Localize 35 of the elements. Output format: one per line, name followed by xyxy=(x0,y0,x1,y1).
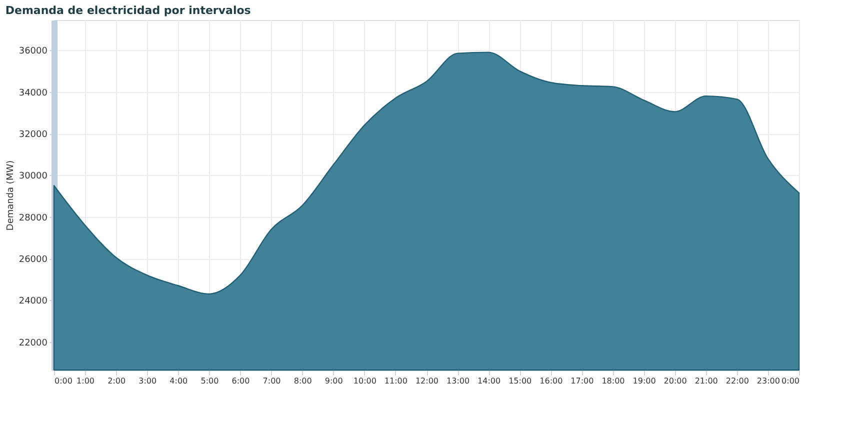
x-tick-label: 0:00 xyxy=(54,376,72,386)
y-tick-label: 22000 xyxy=(18,338,48,348)
x-tick-label: 0:00 xyxy=(782,376,800,386)
x-tick-label: 20:00 xyxy=(664,376,687,386)
x-tick-label: 1:00 xyxy=(76,376,95,386)
y-tick-label: 26000 xyxy=(18,255,48,266)
x-tick-label: 18:00 xyxy=(602,376,625,386)
x-tick-label: 17:00 xyxy=(570,376,594,386)
x-tick-label: 6:00 xyxy=(232,376,250,386)
x-tick-label: 3:00 xyxy=(138,376,157,386)
y-tick-label: 32000 xyxy=(18,130,48,140)
y-tick-label: 24000 xyxy=(18,296,48,307)
x-tick-label: 21:00 xyxy=(694,376,718,386)
x-tick-label: 4:00 xyxy=(170,376,188,386)
x-tick-label: 22:00 xyxy=(726,376,749,386)
x-tick-label: 13:00 xyxy=(446,376,470,386)
x-tick-label: 8:00 xyxy=(294,376,312,386)
x-tick-label: 19:00 xyxy=(632,376,656,386)
y-tick-label: 28000 xyxy=(18,213,48,224)
x-tick-label: 12:00 xyxy=(415,376,439,386)
y-tick-label: 36000 xyxy=(18,46,48,57)
y-tick-label: 30000 xyxy=(18,172,48,182)
chart-title: Demanda de electricidad por intervalos xyxy=(5,4,252,17)
x-tick-label: 16:00 xyxy=(540,376,563,386)
x-tick-label: 2:00 xyxy=(108,376,126,386)
y-axis-title: Demanda (MW) xyxy=(6,160,16,231)
y-tick-label: 34000 xyxy=(18,88,48,98)
x-tick-label: 14:00 xyxy=(478,376,501,386)
x-tick-label: 11:00 xyxy=(384,376,408,386)
x-tick-label: 7:00 xyxy=(262,376,281,386)
x-tick-label: 5:00 xyxy=(200,376,219,386)
x-tick-label: 23:00 xyxy=(756,376,780,386)
x-tick-label: 15:00 xyxy=(508,376,532,386)
x-tick-label: 10:00 xyxy=(353,376,376,386)
x-tick-label: 9:00 xyxy=(324,376,343,386)
